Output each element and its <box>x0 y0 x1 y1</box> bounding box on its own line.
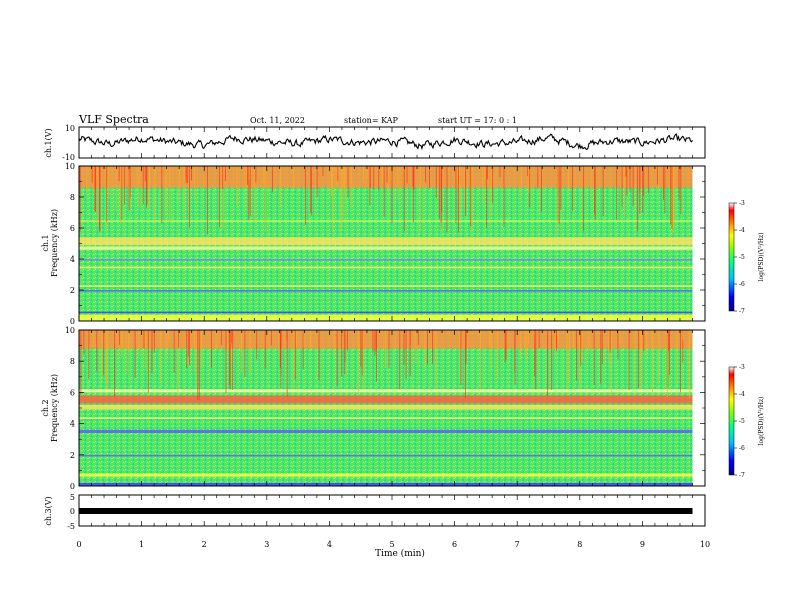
ch1-ytick-bottom: -10 <box>62 153 75 162</box>
x-tick-label: 4 <box>327 540 332 549</box>
frequency-band <box>79 314 693 321</box>
y-tick-label: 2 <box>70 451 75 460</box>
frequency-band <box>79 237 693 246</box>
x-axis-tick-labels: 0 1 2 3 4 5 6 7 8 9 10 <box>76 540 710 549</box>
start-ut-label: start UT = 17: 0 : 1 <box>438 116 517 125</box>
x-tick-label: 2 <box>202 540 207 549</box>
y-tick-label: 0 <box>70 317 75 326</box>
ch1-ytick-top: 10 <box>65 124 75 133</box>
frequency-band <box>79 454 693 457</box>
date-label: Oct. 11, 2022 <box>250 116 305 125</box>
ch2-spectrogram-panel: 0 2 4 6 8 10 ch.2 Frequency (kHz) <box>41 326 706 491</box>
colorbar-tick-label: -7 <box>739 308 745 315</box>
y-tick-label: 0 <box>70 482 75 491</box>
ch1-spectrogram-panel: 0 2 4 6 8 10 ch.1 Frequency (kHz) <box>41 162 706 326</box>
station-label: station= KAP <box>344 116 399 125</box>
x-tick-label: 1 <box>139 540 144 549</box>
ch2-colorbar-label: log(PSD)(V²/Hz) <box>758 397 765 446</box>
colorbar-tick-label: -3 <box>739 364 745 371</box>
ch1-waveform-panel: 10 -10 ch.1(V) <box>44 124 706 162</box>
frequency-band <box>79 311 693 314</box>
x-tick-label: 8 <box>577 540 582 549</box>
ch3-ytick-bottom: -5 <box>67 522 75 531</box>
ch3-ytick-mid: 0 <box>70 507 75 516</box>
x-axis-label: Time (min) <box>375 548 425 559</box>
frequency-band <box>79 266 693 269</box>
frequency-band <box>79 389 693 393</box>
ch1-waveform-line <box>78 133 693 151</box>
y-tick-label: 6 <box>70 388 75 397</box>
colorbar-tick-label: -7 <box>739 472 745 479</box>
ch1-waveform-ylabel: ch.1(V) <box>44 128 53 157</box>
ch3-waveform-ylabel: ch.3(V) <box>44 496 53 525</box>
ch2-colorbar-gradient <box>728 366 735 476</box>
colorbar-tick-label: -4 <box>739 391 745 398</box>
frequency-band <box>79 166 693 188</box>
ch2-colorbar: -3 -4 -5 -6 -7 log(PSD)(V²/Hz) <box>728 364 765 479</box>
no-data-area <box>692 166 705 321</box>
figure-title: VLF Spectra <box>78 113 149 126</box>
ch1-frequency-label: Frequency (kHz) <box>50 209 59 277</box>
frequency-band <box>79 285 693 287</box>
colorbar-tick-label: -3 <box>739 200 745 207</box>
y-tick-label: 10 <box>65 162 75 171</box>
colorbar-tick-label: -5 <box>739 254 745 261</box>
x-tick-label: 9 <box>640 540 645 549</box>
colorbar-tick-label: -4 <box>739 227 745 234</box>
ch3-waveform-line <box>79 508 693 514</box>
frequency-band <box>79 482 693 486</box>
x-tick-label: 5 <box>389 540 394 549</box>
frequency-band <box>79 473 693 477</box>
ch2-frequency-label: Frequency (kHz) <box>50 374 59 442</box>
x-tick-label: 7 <box>515 540 520 549</box>
x-tick-label: 6 <box>452 540 457 549</box>
colorbar-tick-label: -5 <box>739 418 745 425</box>
ch2-spectrogram-ylabel: ch.2 <box>41 399 50 416</box>
frequency-band <box>79 220 693 222</box>
y-tick-label: 8 <box>70 193 75 202</box>
frequency-band <box>79 417 693 419</box>
y-tick-label: 8 <box>70 357 75 366</box>
frequency-band <box>79 259 693 261</box>
no-data-area <box>692 330 705 486</box>
y-tick-label: 6 <box>70 224 75 233</box>
frequency-band <box>79 404 693 410</box>
colorbar-tick-label: -6 <box>739 281 745 288</box>
frequency-band <box>79 429 693 433</box>
x-tick-label: 0 <box>76 540 81 549</box>
ch3-ytick-top: 5 <box>70 493 75 502</box>
y-tick-label: 10 <box>65 326 75 335</box>
x-tick-label: 10 <box>700 540 710 549</box>
y-tick-label: 4 <box>70 420 75 429</box>
ch1-colorbar: -3 -4 -5 -6 -7 log(PSD)(V²/Hz) <box>728 200 765 315</box>
x-tick-label: 3 <box>264 540 269 549</box>
frequency-band <box>79 290 693 292</box>
ch1-colorbar-label: log(PSD)(V²/Hz) <box>758 233 765 282</box>
colorbar-tick-label: -6 <box>739 445 745 452</box>
y-tick-label: 4 <box>70 255 75 264</box>
frequency-band <box>79 246 693 250</box>
ch1-colorbar-gradient <box>728 202 735 312</box>
ch1-spectrogram-ylabel: ch.1 <box>41 234 50 251</box>
ch3-waveform-panel: 5 0 -5 ch.3(V) <box>44 493 706 531</box>
y-tick-label: 2 <box>70 286 75 295</box>
frequency-band <box>79 395 693 404</box>
